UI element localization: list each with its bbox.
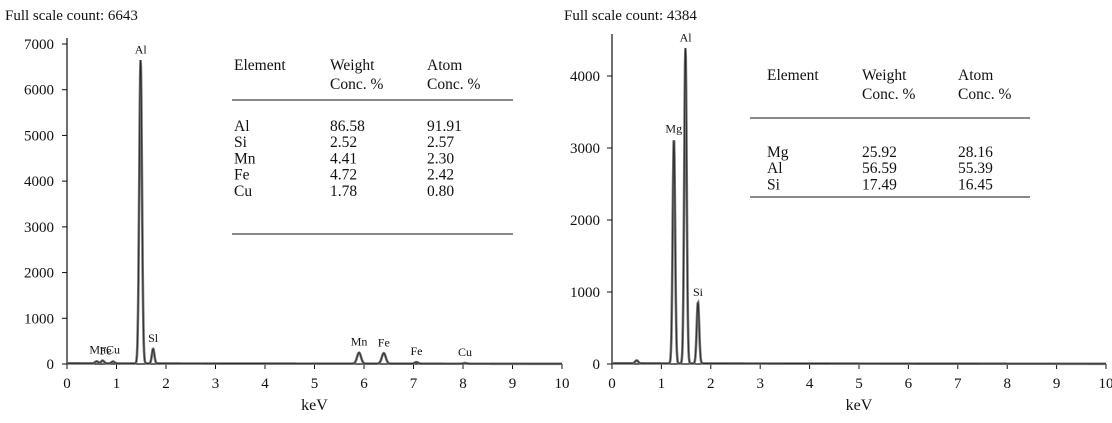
x-tick-label: 2 (707, 376, 715, 392)
x-tick-label: 4 (806, 376, 814, 392)
spectrum-line (67, 60, 562, 365)
peak-label: Al (135, 42, 148, 56)
table-cell: 2.42 (427, 167, 454, 184)
x-tick-label: 10 (555, 376, 570, 392)
x-tick-label: 10 (1099, 376, 1112, 392)
right-spectrum-panel: Full scale count: 4384 0 1000 2000 3000 4000 0… (564, 8, 1112, 414)
table-header-cell: Conc. % (958, 86, 1011, 103)
peak-label: Fe (100, 343, 112, 357)
x-tick-label: 2 (162, 376, 170, 392)
table-cell: 91.91 (427, 118, 462, 135)
x-tick-label: 3 (212, 376, 220, 392)
peak-label: Mn (351, 335, 368, 349)
y-tick-label: 3000 (24, 220, 54, 236)
table-cell: 0.80 (427, 183, 454, 200)
y-tick-label: 4000 (570, 69, 600, 85)
x-tick-label: 3 (756, 376, 764, 392)
y-tick-label: 1000 (24, 311, 54, 327)
table-cell: 4.41 (330, 150, 357, 167)
x-tick-label: 0 (608, 376, 616, 392)
x-tick-label: 7 (954, 376, 962, 392)
table-cell: 86.58 (330, 118, 365, 135)
y-tick-label: 5000 (24, 128, 54, 144)
y-tick-label: 2000 (570, 213, 600, 229)
table-cell: 2.57 (427, 134, 454, 151)
peak-label: Sl (148, 331, 159, 345)
y-tick-label: 1000 (570, 285, 600, 301)
x-tick-label: 6 (360, 376, 368, 392)
table-header-cell: Element (234, 57, 286, 74)
y-tick-label: 7000 (24, 37, 54, 53)
table-cell: 4.72 (330, 167, 357, 184)
y-tick-label: 4000 (24, 174, 54, 190)
x-tick-label: 4 (261, 376, 269, 392)
y-tick-label: 2000 (24, 266, 54, 282)
x-tick-label: 6 (905, 376, 913, 392)
table-header-cell: Conc. % (862, 86, 915, 103)
table-cell: Fe (234, 167, 250, 184)
table-cell: 17.49 (862, 176, 897, 193)
table-header-cell: Conc. % (330, 76, 383, 93)
table-header-cell: Atom (958, 67, 993, 84)
x-tick-label: 9 (1053, 376, 1061, 392)
table-cell: Mg (767, 144, 789, 161)
x-tick-label: 0 (63, 376, 71, 392)
y-tick-label: 3000 (570, 141, 600, 157)
table-header-cell: Weight (330, 57, 375, 74)
peak-label: Cu (106, 342, 120, 356)
table-cell: 2.30 (427, 150, 454, 167)
peak-label: Mn (89, 342, 106, 356)
peak-label: Fe (410, 344, 422, 358)
left-spectrum-panel: Full scale count: 6643 0 1000 2000 3000 4000 5… (5, 8, 570, 414)
peak-label: Si (693, 285, 704, 299)
x-tick-label: 5 (855, 376, 863, 392)
table-cell: Al (767, 160, 783, 177)
table-cell: Cu (234, 183, 252, 200)
x-axis-label: keV (301, 397, 328, 414)
table-header-cell: Conc. % (427, 76, 480, 93)
table-cell: 28.16 (958, 144, 993, 161)
table-cell: 2.52 (330, 134, 357, 151)
x-axis-label: keV (846, 397, 873, 414)
x-tick-label: 7 (410, 376, 418, 392)
table-header-cell: Weight (862, 67, 907, 84)
table-cell: 55.39 (958, 160, 993, 177)
table-cell: 16.45 (958, 176, 993, 193)
chart-title: Full scale count: 4384 (564, 8, 697, 24)
x-tick-label: 1 (113, 376, 121, 392)
spectrum-line (612, 48, 1106, 365)
peak-label: Mg (665, 121, 682, 135)
table-header-cell: Element (767, 67, 819, 84)
table-cell: Si (767, 176, 781, 193)
x-tick-label: 8 (459, 376, 467, 392)
chart-title: Full scale count: 6643 (5, 8, 138, 24)
table-cell: 56.59 (862, 160, 897, 177)
y-tick-label: 6000 (24, 83, 54, 99)
x-tick-label: 5 (311, 376, 319, 392)
table-cell: 25.92 (862, 144, 897, 161)
table-header-cell: Atom (427, 57, 462, 74)
peak-label: Cu (458, 345, 472, 359)
table-cell: Si (234, 134, 248, 151)
y-tick-label: 0 (47, 357, 55, 373)
x-tick-label: 1 (658, 376, 666, 392)
table-cell: Mn (234, 150, 256, 167)
x-tick-label: 9 (509, 376, 517, 392)
table-cell: 1.78 (330, 183, 357, 200)
y-tick-label: 0 (593, 357, 601, 373)
x-tick-label: 8 (1003, 376, 1011, 392)
peak-label: Fe (378, 335, 390, 349)
peak-label: Al (680, 30, 693, 44)
table-cell: Al (234, 118, 250, 135)
